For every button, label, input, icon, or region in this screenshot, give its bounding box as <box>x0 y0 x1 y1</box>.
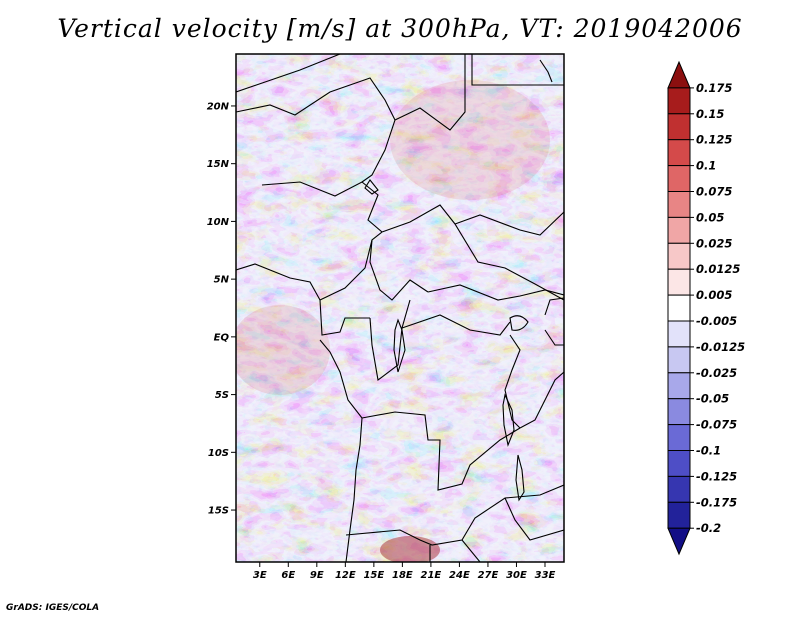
lon-label: 15E <box>363 570 384 581</box>
colorbar-label: -0.125 <box>696 469 737 483</box>
colorbar-label: -0.175 <box>696 495 737 509</box>
lon-label: 21E <box>421 570 442 581</box>
colorbar-label: 0.15 <box>696 107 724 121</box>
lat-label: 10N <box>207 217 230 228</box>
colorbar-swatch <box>667 501 691 529</box>
country-borders <box>236 54 564 562</box>
colorbar-swatch <box>667 294 691 322</box>
colorbar-swatch <box>667 424 691 452</box>
colorbar-label: -0.1 <box>696 444 721 458</box>
colorbar-swatch <box>667 242 691 270</box>
footer-credit: GrADS: IGES/COLA <box>6 603 100 613</box>
colorbar-swatch <box>667 191 691 218</box>
lon-label: 3E <box>253 570 267 581</box>
velocity-field <box>236 54 564 562</box>
colorbar-label: -0.05 <box>696 392 729 406</box>
colorbar-swatch <box>667 450 691 477</box>
colorbar-label: 0.175 <box>696 81 732 95</box>
colorbar-swatch <box>667 320 691 348</box>
lat-label: 20N <box>207 101 230 112</box>
lon-label: 9E <box>310 570 324 581</box>
colorbar-label: 0.0125 <box>696 262 740 276</box>
colorbar-label: 0.025 <box>696 236 732 250</box>
latitude-axis: 20N 15N 10N 5N EQ 5S 10S 15S <box>207 101 236 517</box>
lon-label: 12E <box>335 570 356 581</box>
lon-label: 30E <box>506 570 527 581</box>
colorbar-label: -0.025 <box>696 366 737 380</box>
colorbar-swatch <box>667 398 691 426</box>
colorbar-swatch <box>667 60 691 89</box>
colorbar-swatch <box>667 372 691 400</box>
longitude-axis: 3E 6E 9E 12E 15E 18E 21E 24E 27E 30E 33E <box>253 562 556 581</box>
colorbar-label: -0.075 <box>696 418 737 432</box>
colorbar-label: -0.0125 <box>696 340 745 354</box>
lon-label: 33E <box>535 570 556 581</box>
colorbar-label: 0.1 <box>696 159 716 173</box>
lat-label: EQ <box>214 332 230 343</box>
colorbar-swatch <box>667 139 691 167</box>
colorbar-label: -0.2 <box>696 521 721 535</box>
colorbar-label: 0.005 <box>696 288 732 302</box>
colorbar-label: 0.075 <box>696 185 732 199</box>
colorbar-label: -0.005 <box>696 314 737 328</box>
lon-label: 24E <box>449 570 470 581</box>
colorbar-swatch <box>667 87 691 115</box>
colorbar-swatch <box>667 527 691 556</box>
lat-label: 10S <box>208 448 229 459</box>
colorbar-swatch <box>667 268 691 296</box>
lon-label: 18E <box>392 570 413 581</box>
colorbar-swatch <box>667 475 691 503</box>
plot-frame <box>235 53 565 563</box>
colorbar: 0.175 0.15 0.125 0.1 0.075 0.05 0.025 0.0125 0.0… <box>667 60 745 556</box>
colorbar-swatch <box>667 165 691 193</box>
lat-label: 5N <box>214 275 230 286</box>
colorbar-label: 0.05 <box>696 210 724 224</box>
colorbar-swatch <box>667 216 691 244</box>
lat-label: 5S <box>215 390 229 401</box>
colorbar-swatch <box>667 113 691 141</box>
lat-label: 15N <box>207 159 230 170</box>
chart-title: Vertical velocity [m/s] at 300hPa, VT: 2… <box>57 14 743 43</box>
lon-label: 27E <box>478 570 499 581</box>
colorbar-label: 0.125 <box>696 133 732 147</box>
colorbar-swatch <box>667 346 691 374</box>
lon-label: 6E <box>281 570 295 581</box>
lat-label: 15S <box>208 506 229 517</box>
